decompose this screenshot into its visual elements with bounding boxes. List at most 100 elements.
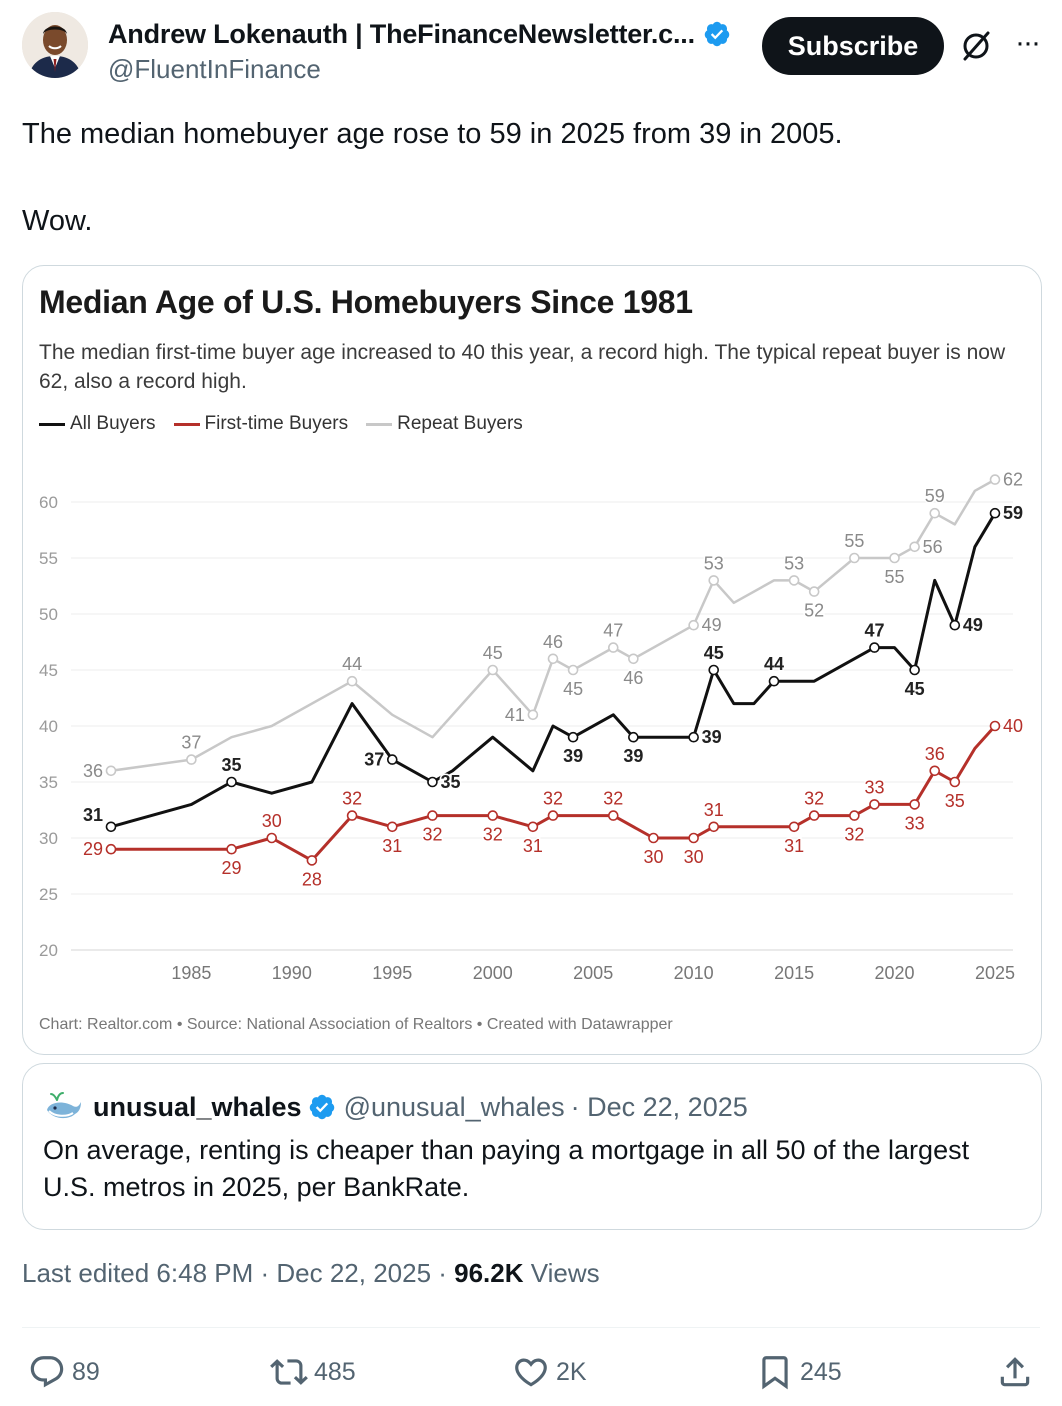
data-label: 35 [440,772,460,792]
data-label: 59 [925,486,945,506]
data-label: 45 [704,643,724,663]
y-tick-label: 45 [39,661,58,680]
data-label: 31 [83,805,103,825]
data-point-marker [427,810,438,821]
reply-icon [30,1356,64,1388]
repost-icon [270,1359,308,1385]
data-point-marker [989,720,1001,732]
data-label: 30 [643,847,663,867]
data-point-marker [808,810,820,821]
author-avatar[interactable] [22,12,88,78]
data-point-marker [949,619,961,631]
data-label: 37 [181,733,201,753]
data-label: 32 [483,825,503,845]
data-point-marker [869,642,880,653]
x-tick-label: 1990 [272,963,312,983]
legend-swatch-all [39,422,65,426]
bookmark-count: 245 [800,1357,842,1386]
x-tick-label: 1985 [171,963,211,983]
quote-author-handle: @unusual_whales [343,1091,565,1122]
slashed-circle-icon[interactable] [958,28,994,64]
data-label: 39 [623,746,643,766]
tweet-meta: Last edited 6:48 PM · Dec 22, 2025 · 96.… [22,1258,600,1289]
data-label: 41 [505,705,525,725]
y-tick-label: 40 [39,717,58,736]
quote-author-name[interactable]: unusual_whales [93,1091,302,1122]
y-tick-label: 20 [39,941,58,960]
chart-title: Median Age of U.S. Homebuyers Since 1981 [39,284,693,320]
data-point-marker [527,709,539,721]
data-point-marker [386,821,398,833]
data-point-marker [929,765,941,777]
legend-label-all: All Buyers [70,413,156,434]
data-point-marker [688,619,699,631]
quoted-tweet[interactable]: unusual_whales @unusual_whales · Dec 22,… [22,1063,1042,1230]
legend-repeat-buyers: Repeat Buyers [366,413,523,435]
reply-button[interactable]: 89 [28,1350,100,1394]
data-point-marker [909,799,920,810]
data-label: 31 [704,800,724,820]
tweet-line-2: Wow. [22,205,93,237]
data-label: 32 [603,789,623,809]
author-name[interactable]: Andrew Lokenauth | TheFinanceNewsletter.… [108,18,695,49]
data-label: 28 [302,869,322,889]
data-label: 30 [262,811,282,831]
data-label: 35 [222,755,242,775]
data-label: 39 [563,746,583,766]
data-point-marker [226,776,237,788]
data-label: 31 [784,836,804,856]
legend-swatch-repeat [366,422,393,426]
data-point-marker [869,799,880,810]
data-point-marker [708,575,720,586]
data-point-marker [909,664,920,676]
tweet-line-1: The median homebuyer age rose to 59 in 2… [22,118,843,150]
data-point-marker [628,731,639,743]
data-point-marker [547,810,559,821]
data-label: 31 [523,836,543,856]
y-tick-label: 55 [39,549,58,568]
legend-label-first: First-time Buyers [204,413,349,434]
y-tick-label: 60 [39,493,58,512]
data-label: 46 [623,668,643,688]
data-label: 44 [342,654,362,674]
repost-button[interactable]: 485 [270,1350,356,1394]
x-tick-label: 2005 [573,963,613,983]
data-label: 52 [804,601,824,621]
like-button[interactable]: 2K [512,1350,587,1394]
series-line-all-buyers [110,512,997,829]
share-button[interactable] [996,1350,1040,1394]
data-point-marker [929,507,941,519]
data-label: 53 [784,553,804,573]
views-label: Views [523,1258,600,1288]
author-handle[interactable]: @FluentInFinance [108,54,321,84]
data-point-marker [306,855,318,866]
data-label: 45 [905,679,925,699]
quote-date: · Dec 22, 2025 [570,1091,748,1122]
data-label: 47 [864,621,884,641]
y-tick-label: 25 [39,885,58,904]
x-tick-label: 2010 [674,963,714,983]
data-label: 40 [1003,716,1023,736]
data-point-marker [346,675,358,687]
whale-avatar-icon[interactable] [43,1090,83,1124]
divider [22,1327,1040,1328]
data-label: 44 [764,654,784,674]
data-label: 53 [704,553,724,573]
data-point-marker [547,653,559,665]
data-label: 62 [1003,470,1023,490]
subscribe-button[interactable]: Subscribe [762,17,944,75]
y-tick-label: 30 [39,829,58,848]
data-label: 31 [382,836,402,856]
chart-image-card[interactable]: 20 25 30 35 40 45 50 55 60 1985 1990 1995 2000 2005 20… [22,265,1042,1055]
data-label: 45 [563,679,583,699]
data-point-marker [487,810,499,821]
verified-badge-icon [704,21,730,47]
more-options-icon[interactable]: ··· [1015,26,1041,59]
data-point-marker [648,832,659,844]
data-point-marker [346,810,358,821]
edited-timestamp[interactable]: Last edited 6:48 PM · Dec 22, 2025 · [22,1258,455,1288]
x-tick-label: 2025 [975,963,1015,983]
bookmark-button[interactable]: 245 [756,1350,842,1394]
data-label: 30 [684,847,704,867]
data-point-marker [105,765,117,777]
